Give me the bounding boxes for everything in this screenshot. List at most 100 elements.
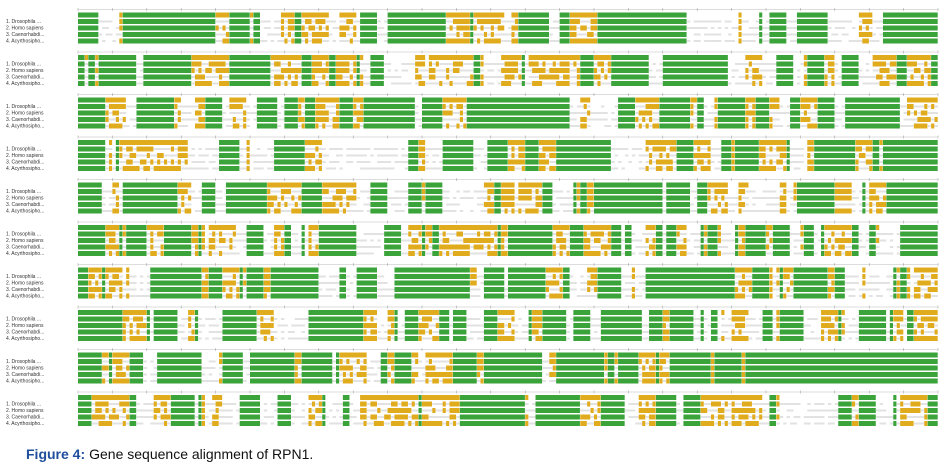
residue-block [611, 61, 649, 67]
residue-gap [449, 69, 453, 72]
residue-gap [869, 295, 873, 297]
residue-gap [721, 324, 736, 327]
residue-block [855, 159, 859, 165]
residue-gap [277, 324, 288, 327]
residue-block [78, 81, 85, 86]
residue-block [177, 159, 181, 165]
residue-block [896, 280, 900, 286]
residue-block [779, 310, 804, 315]
residue-block [655, 365, 660, 371]
residue-block [439, 310, 450, 315]
residue-block [129, 414, 137, 420]
residue-block [287, 25, 295, 31]
sequence-label: 2. Homo sapiens [6, 25, 44, 31]
residue-block [576, 182, 580, 188]
residue-gap [411, 360, 416, 363]
residue-block [735, 293, 746, 299]
residue-block [232, 231, 236, 237]
residue-gap [401, 154, 409, 157]
residue-gap [122, 246, 127, 248]
residue-gap [366, 210, 371, 212]
residue-block [363, 329, 367, 335]
sequence-label: 1. Drosophila ... [6, 189, 41, 195]
residue-block [508, 238, 553, 243]
residue-block [790, 123, 801, 129]
residue-gap [377, 288, 395, 291]
residue-gap [896, 252, 901, 255]
residue-gap [786, 210, 791, 212]
residue-gap [614, 105, 619, 108]
residue-gap [250, 154, 268, 157]
residue-gap [366, 197, 371, 199]
residue-gap [270, 154, 275, 157]
residue-block [164, 238, 192, 243]
residue-block [349, 372, 353, 377]
residue-block [752, 81, 756, 86]
residue-block [473, 81, 481, 86]
residue-block [913, 267, 938, 273]
residue-block [446, 251, 450, 256]
residue-block [893, 274, 897, 279]
residue-block [793, 182, 797, 188]
residue-block [700, 231, 704, 237]
residue-gap [635, 288, 639, 291]
residue-block [208, 293, 223, 299]
residue-block [838, 336, 842, 341]
residue-gap [865, 154, 873, 157]
residue-block [463, 238, 494, 243]
residue-block [649, 323, 663, 328]
residue-gap [291, 63, 302, 65]
residue-block [841, 329, 845, 335]
residue-gap [886, 331, 890, 333]
residue-gap [662, 239, 667, 242]
residue-gap [280, 318, 285, 320]
residue-gap [280, 203, 285, 206]
residue-block [655, 359, 660, 364]
residue-gap [903, 112, 908, 114]
residue-block [514, 19, 519, 24]
residue-gap [446, 409, 450, 412]
residue-gap [876, 233, 894, 235]
residue-block [538, 166, 546, 171]
residue-block [143, 81, 192, 86]
residue-block [655, 225, 663, 230]
residue-block [301, 238, 305, 243]
residue-gap [704, 318, 708, 320]
residue-block [845, 97, 900, 103]
residue-block [783, 274, 790, 279]
residue-block [700, 408, 708, 413]
residue-gap [329, 118, 333, 121]
residue-gap [146, 161, 151, 163]
residue-gap [483, 167, 488, 170]
residue-gap [872, 33, 877, 36]
residue-gap [876, 246, 880, 248]
residue-gap [222, 252, 240, 255]
residue-gap [704, 161, 708, 163]
residue-gap [518, 69, 522, 72]
residue-block [215, 25, 219, 31]
residue-gap [525, 82, 533, 85]
residue-block [814, 166, 856, 171]
residue-block [834, 182, 852, 188]
residue-gap [669, 154, 677, 157]
residue-gap [315, 154, 319, 157]
residue-gap [587, 27, 591, 29]
residue-block [604, 359, 608, 364]
residue-gap [549, 288, 560, 291]
residue-gap [346, 288, 350, 291]
residue-gap [246, 118, 250, 121]
residue-block [927, 287, 938, 292]
residue-block [807, 166, 814, 171]
residue-block [772, 251, 790, 256]
residue-block [194, 97, 205, 103]
residue-gap [119, 197, 123, 199]
residue-block [194, 123, 205, 129]
residue-block [129, 378, 144, 384]
residue-block [607, 378, 615, 384]
residue-block [594, 208, 663, 214]
residue-block [119, 238, 123, 243]
residue-gap [102, 190, 113, 193]
residue-block [308, 310, 364, 315]
residue-block [834, 280, 845, 286]
residue-gap [366, 403, 371, 405]
